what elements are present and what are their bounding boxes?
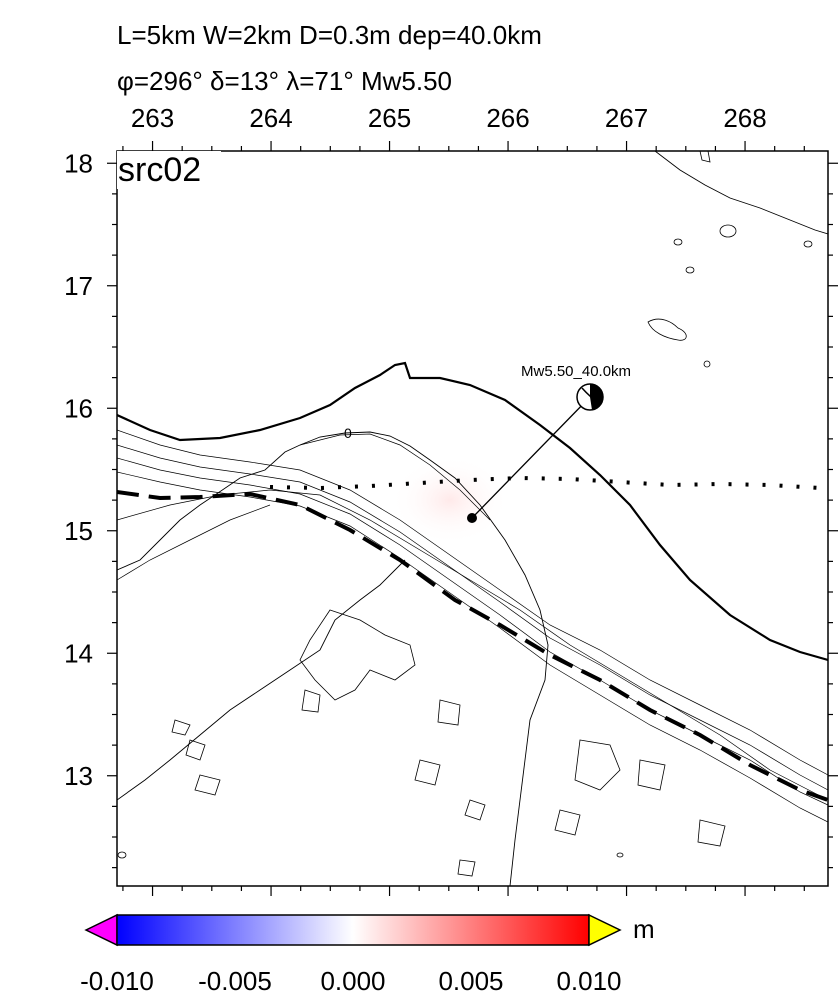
source-label: Mw5.50_40.0km: [521, 363, 631, 380]
header-fault-dimensions: L=5km W=2km D=0.3m dep=40.0km: [117, 20, 542, 50]
colorbar-high-overflow: [588, 913, 622, 947]
lat-tick-label: 13: [64, 761, 93, 791]
lon-tick-label: 265: [368, 103, 411, 133]
colorbar: m -0.010 -0.005 0.000 0.005 0.010: [80, 913, 655, 996]
coastline: [117, 431, 549, 886]
lon-tick-label: 268: [723, 103, 766, 133]
source-connector-line: [471, 396, 591, 519]
panel-label: src02: [118, 151, 201, 189]
colorbar-unit: m: [633, 914, 655, 944]
panel-label-background: [117, 151, 221, 189]
longitude-tick-labels: 263 264 265 266 267 268: [131, 103, 767, 133]
colorbar-low-overflow: [84, 913, 118, 947]
colorbar-tick-label: -0.005: [198, 966, 272, 996]
colorbar-gradient: [116, 914, 590, 946]
latitude-tick-labels: 18 17 16 15 14 13: [64, 148, 93, 791]
lat-tick-label: 14: [64, 638, 93, 668]
colorbar-tick-label: -0.010: [80, 966, 154, 996]
map-content: 0 Mw5.50_40.0km: [117, 151, 828, 886]
small-contours: [117, 151, 813, 877]
colorbar-tick-labels: -0.010 -0.005 0.000 0.005 0.010: [80, 966, 621, 996]
faint-uplift-area: [390, 455, 510, 545]
epicenter-marker: [467, 513, 477, 523]
coastline-southwest: [117, 559, 406, 801]
lon-tick-label: 264: [249, 103, 292, 133]
lat-tick-label: 17: [64, 271, 93, 301]
axis-ticks: [107, 141, 838, 896]
lat-tick-label: 16: [64, 393, 93, 423]
colorbar-tick-label: 0.010: [556, 966, 621, 996]
colorbar-tick-label: 0.005: [438, 966, 503, 996]
lon-tick-label: 263: [131, 103, 174, 133]
lon-tick-label: 267: [605, 103, 648, 133]
lat-tick-label: 18: [64, 148, 93, 178]
trench-line: [117, 361, 828, 662]
lon-tick-label: 266: [486, 103, 529, 133]
lat-tick-label: 15: [64, 516, 93, 546]
contour-label: 0: [344, 425, 352, 441]
coastline-north: [654, 151, 828, 235]
focal-mechanism-beachball: [576, 383, 604, 411]
colorbar-tick-label: 0.000: [320, 966, 385, 996]
header-fault-mechanism: φ=296° δ=13° λ=71° Mw5.50: [117, 66, 453, 96]
plate-boundary-dashed: [117, 490, 828, 802]
